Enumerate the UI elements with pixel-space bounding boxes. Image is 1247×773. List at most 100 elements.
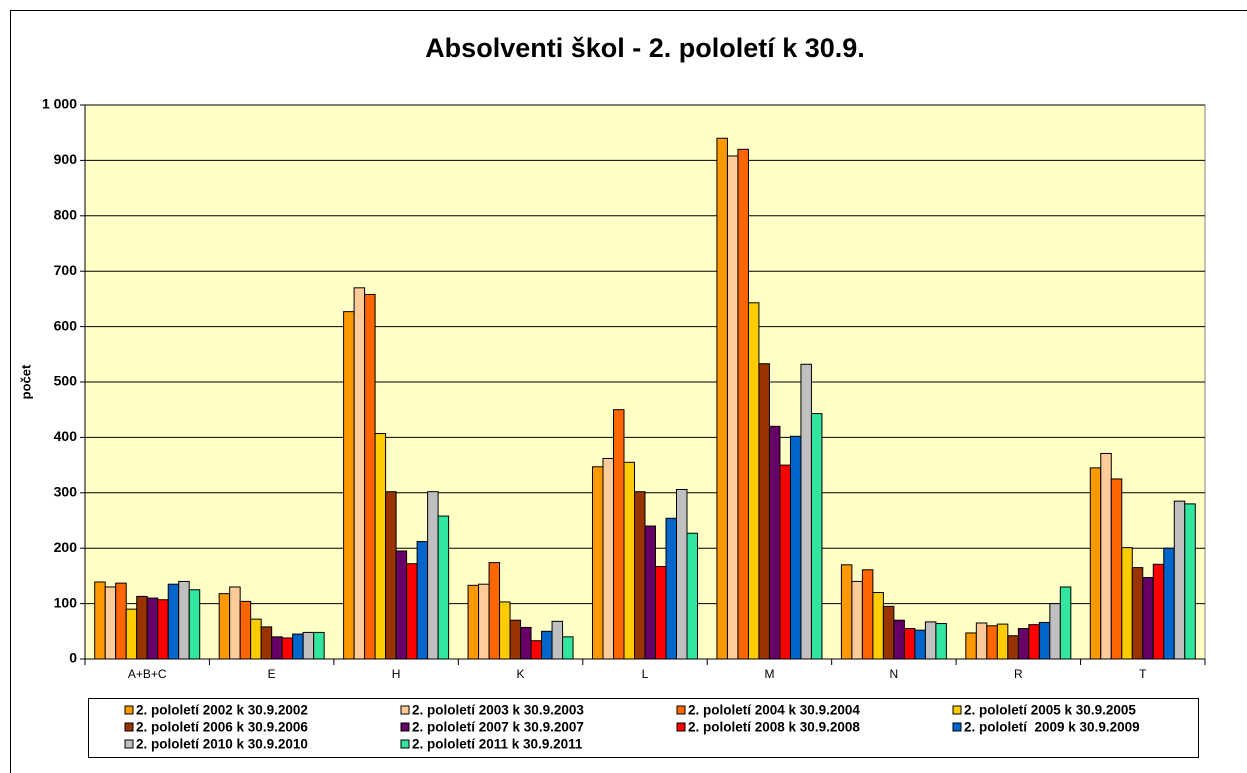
bar [903,628,916,660]
legend-swatch [400,722,410,732]
legend-swatch [676,722,686,732]
bar [178,580,190,660]
legend-label: 2. pololetí 2009 k 30.9.2009 [964,720,1140,735]
bar [427,491,439,660]
bar [1028,624,1040,660]
y-tick-label: 200 [54,539,78,555]
x-tick-label: A+B+C [128,667,167,681]
x-tick-label: L [642,667,649,681]
bar [395,550,408,660]
bar [157,599,169,660]
y-tick-label: 400 [54,428,78,444]
bar [1089,467,1102,660]
bar [1163,547,1175,660]
bar [343,311,355,660]
x-tick-label: T [1139,667,1147,681]
legend-label: 2. pololetí 2008 k 30.9.2008 [688,720,860,735]
x-tick-label: K [517,667,525,681]
legend [88,698,1199,758]
bar [188,589,201,660]
x-tick-label: M [764,667,774,681]
bar [914,629,926,660]
y-tick-label: 1 000 [42,96,77,112]
x-tick-label: N [890,667,899,681]
legend-swatch [124,705,134,715]
bar [229,586,241,660]
legend-swatch [400,705,410,715]
legend-label: 2. pololetí 2002 k 30.9.2002 [136,703,308,718]
legend-label: 2. pololetí 2004 k 30.9.2004 [688,703,860,718]
legend-label: 2. pololetí 2010 k 30.9.2010 [136,737,308,752]
bar [747,302,760,660]
bar [1110,478,1123,660]
y-tick-label: 700 [54,262,78,278]
bar [1173,500,1186,660]
bar [665,517,677,660]
bar [716,137,728,660]
bar [146,597,159,660]
y-tick-label: 600 [54,317,78,333]
bar [530,640,543,660]
bar [353,287,366,660]
bar [364,293,376,660]
bar [893,619,905,660]
bar [655,565,667,660]
bar [125,608,138,660]
bar [1184,503,1196,660]
bar [1049,603,1061,660]
bar [737,148,749,660]
bar [810,413,823,660]
bar [676,488,688,660]
bar [406,563,418,660]
bar [416,541,429,660]
bar [975,622,988,660]
bar [1152,563,1165,660]
bar [302,631,315,660]
legend-label: 2. pololetí 2006 k 30.9.2006 [136,720,308,735]
bar [623,461,635,660]
bar [239,600,252,660]
bar [551,620,564,660]
bar [882,605,895,660]
bar [965,632,977,660]
bar [292,633,304,660]
bar [562,636,574,660]
legend-swatch [952,722,962,732]
bar [758,363,770,660]
legend-swatch [952,705,962,715]
y-tick-label: 800 [54,207,78,223]
bar [115,582,127,660]
bar [1059,586,1072,660]
bar [94,581,106,660]
legend-swatch [124,722,134,732]
bar [1100,452,1112,660]
legend-swatch [676,705,686,715]
bar [800,363,812,660]
legend-swatch [400,739,410,749]
bar [768,425,781,660]
bar [1007,635,1019,660]
bar [872,592,884,660]
y-tick-label: 900 [54,151,78,167]
bar [250,618,262,660]
bar [520,626,532,660]
bar [861,569,874,660]
bar [499,601,511,660]
bar [1121,547,1133,660]
bar [1142,577,1154,660]
bar [218,593,231,660]
bar [167,583,180,660]
y-tick-label: 300 [54,484,78,500]
y-tick-label: 0 [69,650,77,666]
bar [478,583,490,660]
bar [613,409,625,660]
bar [996,623,1009,660]
bar [602,457,614,660]
x-tick-label: E [268,667,276,681]
bar [1131,567,1144,660]
bar [1017,628,1030,660]
bar [935,623,947,660]
bar [136,595,148,660]
y-tick-label: 100 [54,594,78,610]
